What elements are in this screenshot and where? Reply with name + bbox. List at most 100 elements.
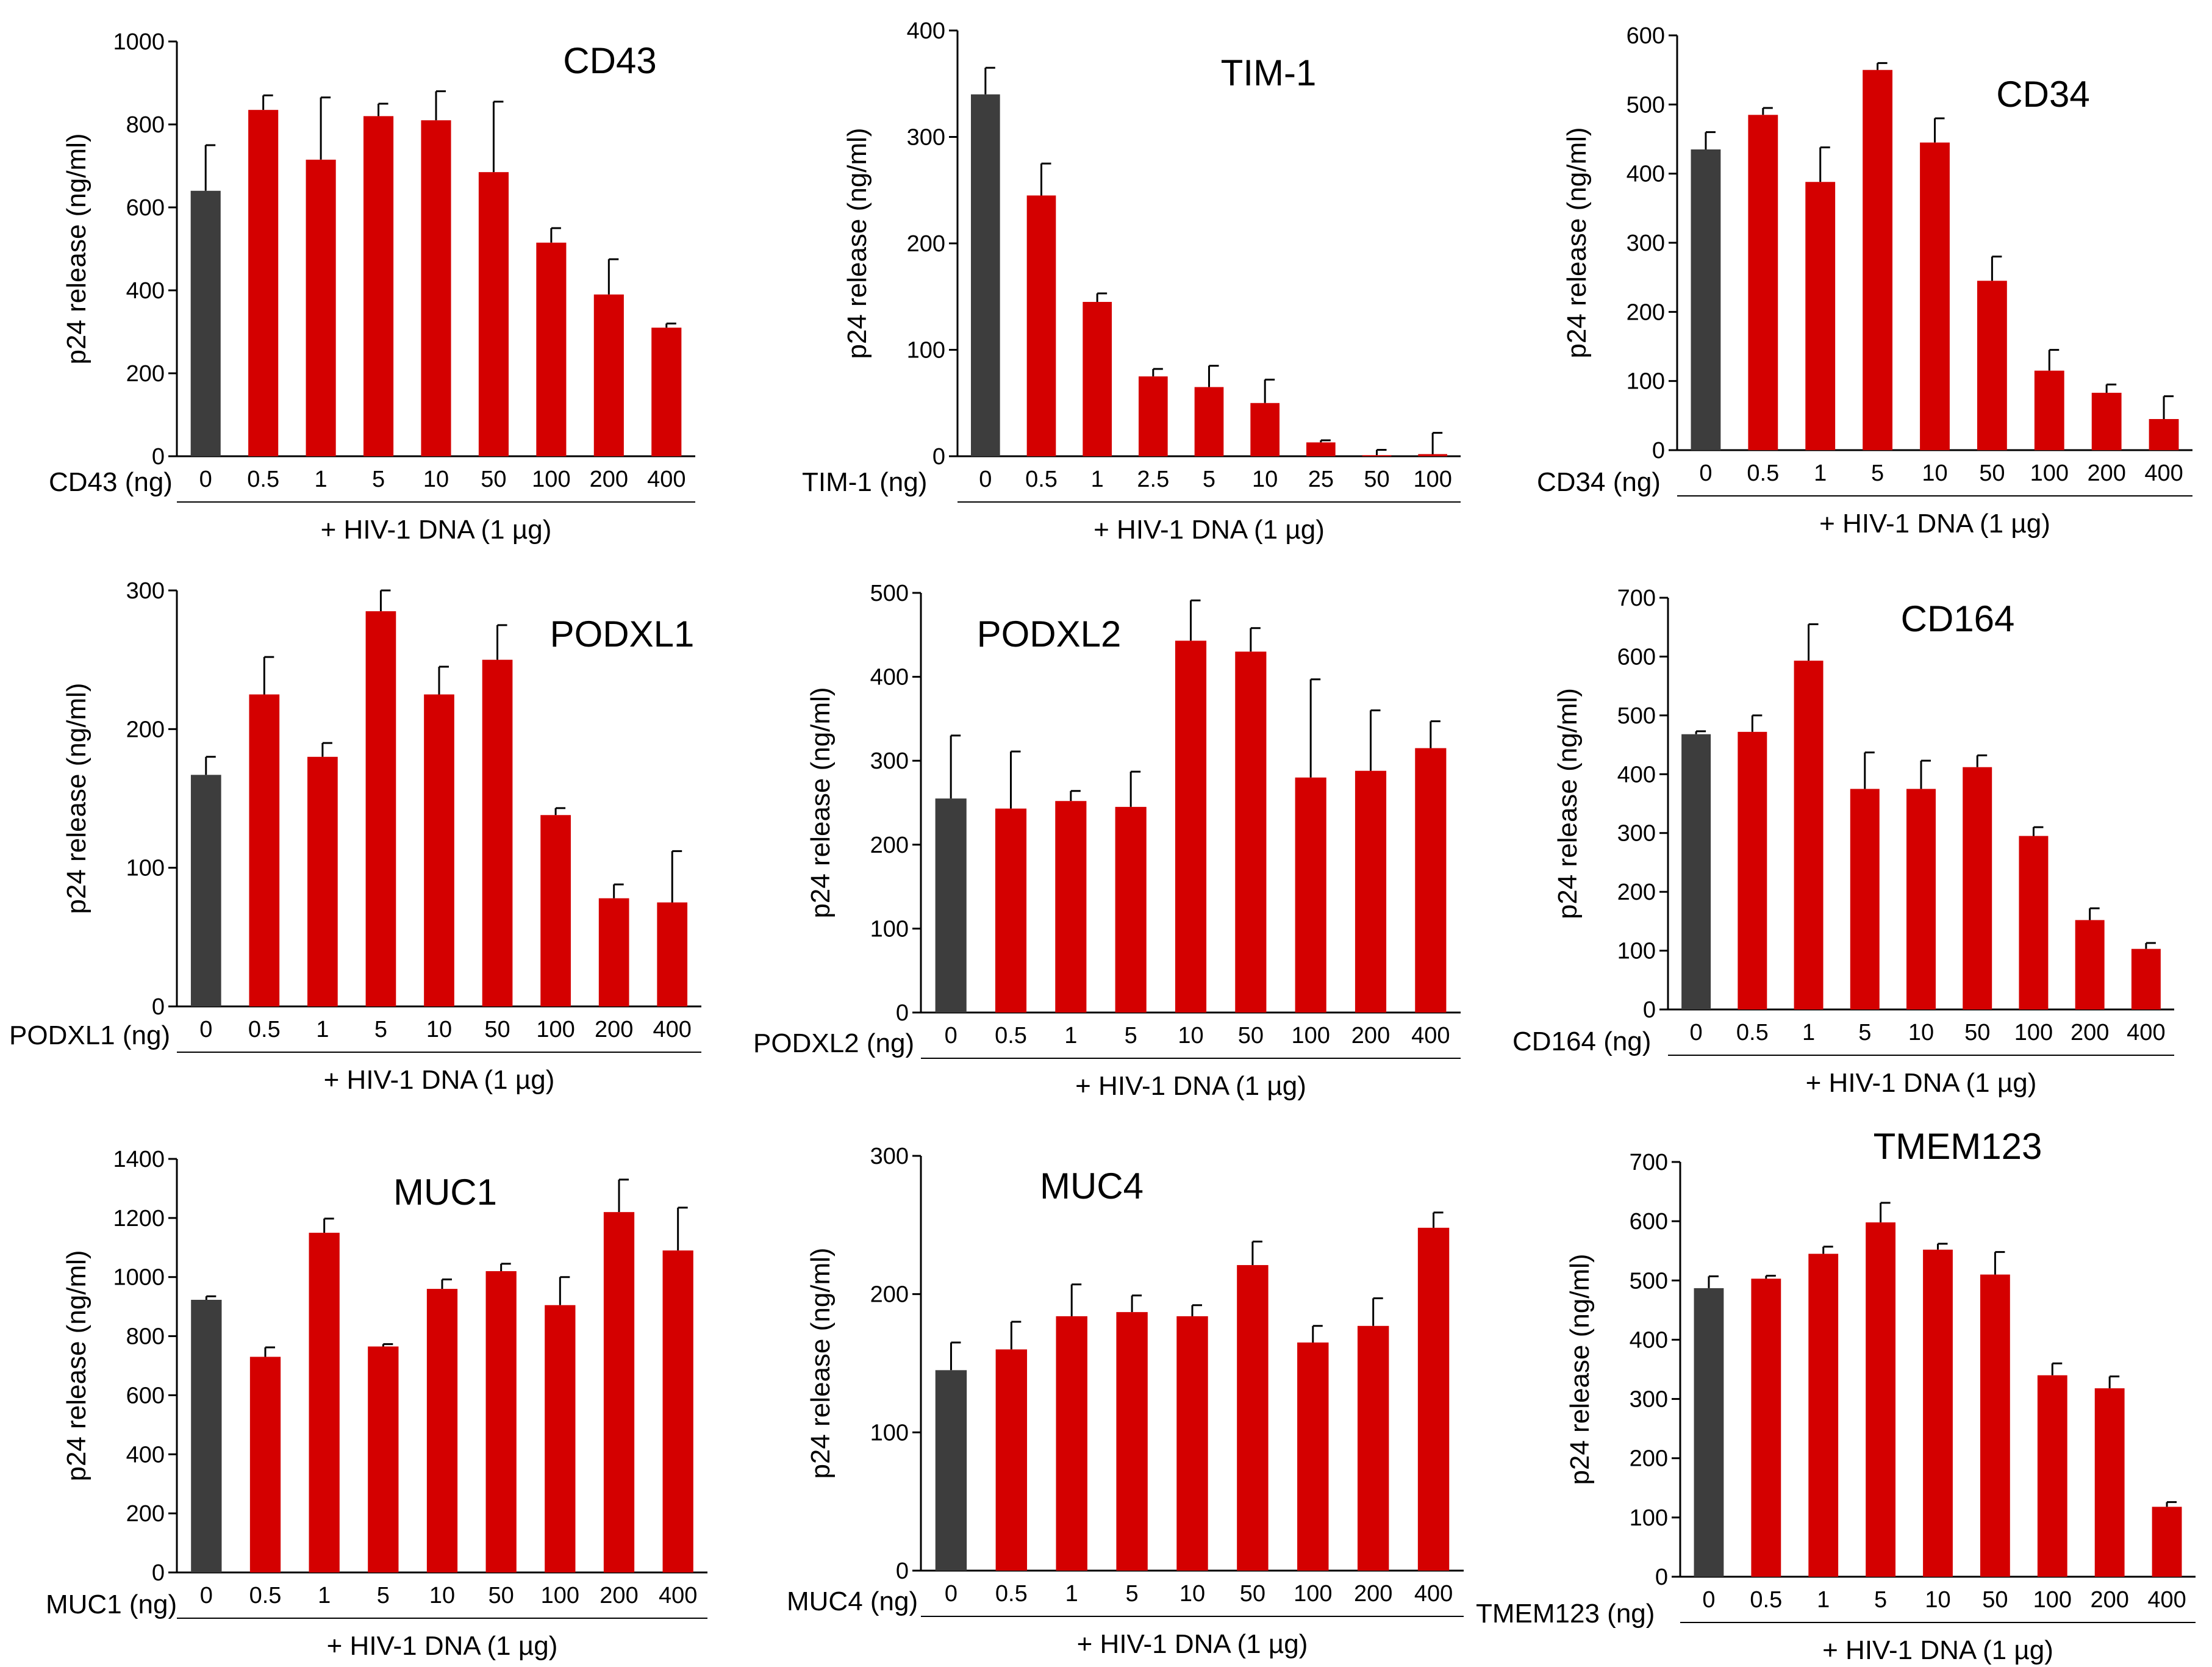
x-tick-label: 200 xyxy=(600,1583,638,1608)
chart-panel-podxl2: 0 100 200 300 400 500 0 0.5 1 5 10 50 100 200 400 PODXL… xyxy=(753,581,1461,1101)
x-tick-label: 25 xyxy=(1308,467,1334,492)
x-tick-label: 0.5 xyxy=(1747,461,1779,486)
x-tick-label: 200 xyxy=(595,1017,633,1042)
y-tick-label: 800 xyxy=(126,1324,165,1350)
bar xyxy=(662,1250,693,1572)
treatment-note: + HIV-1 DNA (1 µg) xyxy=(1075,1071,1306,1101)
x-tick-label: 10 xyxy=(1925,1587,1950,1613)
chart-panel-cd164: 0 100 200 300 400 500 600 700 0 0.5 1 5 10 50 100 200 40… xyxy=(1512,586,2174,1098)
y-tick-label: 300 xyxy=(1630,1387,1668,1413)
y-tick-label: 0 xyxy=(152,994,165,1020)
x-tick-label: 200 xyxy=(590,467,628,492)
bar xyxy=(1920,142,1950,450)
x-tick-label: 1 xyxy=(316,1017,329,1042)
y-axis-label: p24 release (ng/ml) xyxy=(62,133,91,364)
y-tick-label: 0 xyxy=(896,1558,909,1584)
bar xyxy=(1362,455,1392,456)
x-tick-label: 0.5 xyxy=(995,1023,1027,1049)
treatment-note: + HIV-1 DNA (1 µg) xyxy=(321,515,552,545)
bar xyxy=(657,902,688,1006)
chart-panel-cd34: 0 100 200 300 400 500 600 0 0.5 1 5 10 50 100 200 400 CD… xyxy=(1537,23,2192,539)
x-tick-label: 50 xyxy=(1964,1020,1990,1045)
x-tick-label: 0 xyxy=(1702,1587,1715,1613)
y-tick-label: 200 xyxy=(870,833,909,858)
bar xyxy=(365,611,396,1006)
y-tick-label: 500 xyxy=(870,581,909,606)
y-tick-label: 200 xyxy=(1617,880,1656,905)
bar xyxy=(1194,387,1224,456)
chart-title: MUC1 xyxy=(393,1172,497,1213)
x-axis-label: TMEM123 (ng) xyxy=(1476,1599,1655,1629)
y-tick-label: 0 xyxy=(932,444,945,470)
x-tick-label: 5 xyxy=(1874,1587,1887,1613)
x-tick-label: 10 xyxy=(1252,467,1278,492)
bar xyxy=(1850,789,1880,1009)
y-tick-label: 500 xyxy=(1630,1268,1668,1294)
x-tick-label: 50 xyxy=(489,1583,514,1608)
x-tick-label: 200 xyxy=(1351,1023,1390,1049)
bar xyxy=(2149,419,2179,450)
x-tick-label: 5 xyxy=(1203,467,1215,492)
y-tick-label: 600 xyxy=(1630,1209,1668,1235)
bar xyxy=(1738,731,1767,1009)
chart-panel-muc1: 0 200 400 600 800 1000 1200 1400 0 0.5 1 5 10 50 100 20… xyxy=(46,1147,707,1661)
bar xyxy=(1808,1253,1839,1577)
y-tick-label: 200 xyxy=(126,1501,165,1527)
treatment-note: + HIV-1 DNA (1 µg) xyxy=(1093,515,1325,545)
bar xyxy=(1906,789,1936,1009)
bar xyxy=(1297,1343,1329,1571)
bar xyxy=(478,172,509,456)
bar xyxy=(1295,777,1326,1013)
bar xyxy=(306,159,336,456)
y-tick-label: 200 xyxy=(1630,1446,1668,1472)
treatment-note: + HIV-1 DNA (1 µg) xyxy=(1806,1068,2037,1098)
x-tick-label: 0 xyxy=(945,1581,957,1607)
bar xyxy=(249,694,280,1006)
bar xyxy=(1175,640,1207,1013)
treatment-note: + HIV-1 DNA (1 µg) xyxy=(324,1065,555,1095)
chart-title: TIM-1 xyxy=(1221,52,1317,93)
y-tick-label: 300 xyxy=(870,1144,909,1169)
bar xyxy=(2091,392,2122,450)
y-tick-label: 400 xyxy=(126,278,165,304)
y-axis-label: p24 release (ng/ml) xyxy=(806,1247,836,1479)
bar xyxy=(190,775,221,1006)
bar xyxy=(368,1346,399,1572)
x-tick-label: 2.5 xyxy=(1137,467,1169,492)
x-tick-label: 200 xyxy=(2087,461,2125,486)
x-tick-label: 200 xyxy=(2071,1020,2109,1045)
y-tick-label: 200 xyxy=(1627,299,1665,325)
x-tick-label: 100 xyxy=(541,1583,579,1608)
chart-title: CD164 xyxy=(1901,598,2015,639)
y-tick-label: 600 xyxy=(1627,23,1665,49)
bar xyxy=(995,1349,1028,1571)
bar xyxy=(1176,1316,1208,1571)
x-tick-label: 0.5 xyxy=(1025,467,1058,492)
bar xyxy=(540,815,571,1006)
bar xyxy=(249,1357,281,1572)
x-tick-label: 400 xyxy=(2147,1587,2186,1613)
y-tick-label: 600 xyxy=(126,195,165,221)
x-tick-label: 1 xyxy=(318,1583,331,1608)
x-tick-label: 5 xyxy=(377,1583,390,1608)
y-tick-label: 0 xyxy=(1652,438,1665,464)
bar xyxy=(2094,1388,2125,1577)
bar xyxy=(1357,1325,1389,1571)
x-tick-label: 400 xyxy=(653,1017,692,1042)
bar xyxy=(363,116,394,456)
x-axis-label: CD43 (ng) xyxy=(49,467,173,497)
x-tick-label: 0.5 xyxy=(249,1583,282,1608)
y-axis-label: p24 release (ng/ml) xyxy=(1565,1253,1595,1485)
x-tick-label: 0 xyxy=(1690,1020,1703,1045)
y-axis-label: p24 release (ng/ml) xyxy=(1562,127,1592,358)
bar xyxy=(1056,1316,1087,1571)
x-tick-label: 0.5 xyxy=(995,1581,1028,1607)
treatment-note: + HIV-1 DNA (1 µg) xyxy=(327,1631,558,1661)
bar xyxy=(995,808,1027,1013)
bar xyxy=(190,190,221,456)
x-tick-label: 1 xyxy=(1817,1587,1830,1613)
bar xyxy=(1794,661,1824,1009)
bar xyxy=(935,798,967,1013)
x-tick-label: 50 xyxy=(1364,467,1389,492)
y-tick-label: 200 xyxy=(126,361,165,387)
